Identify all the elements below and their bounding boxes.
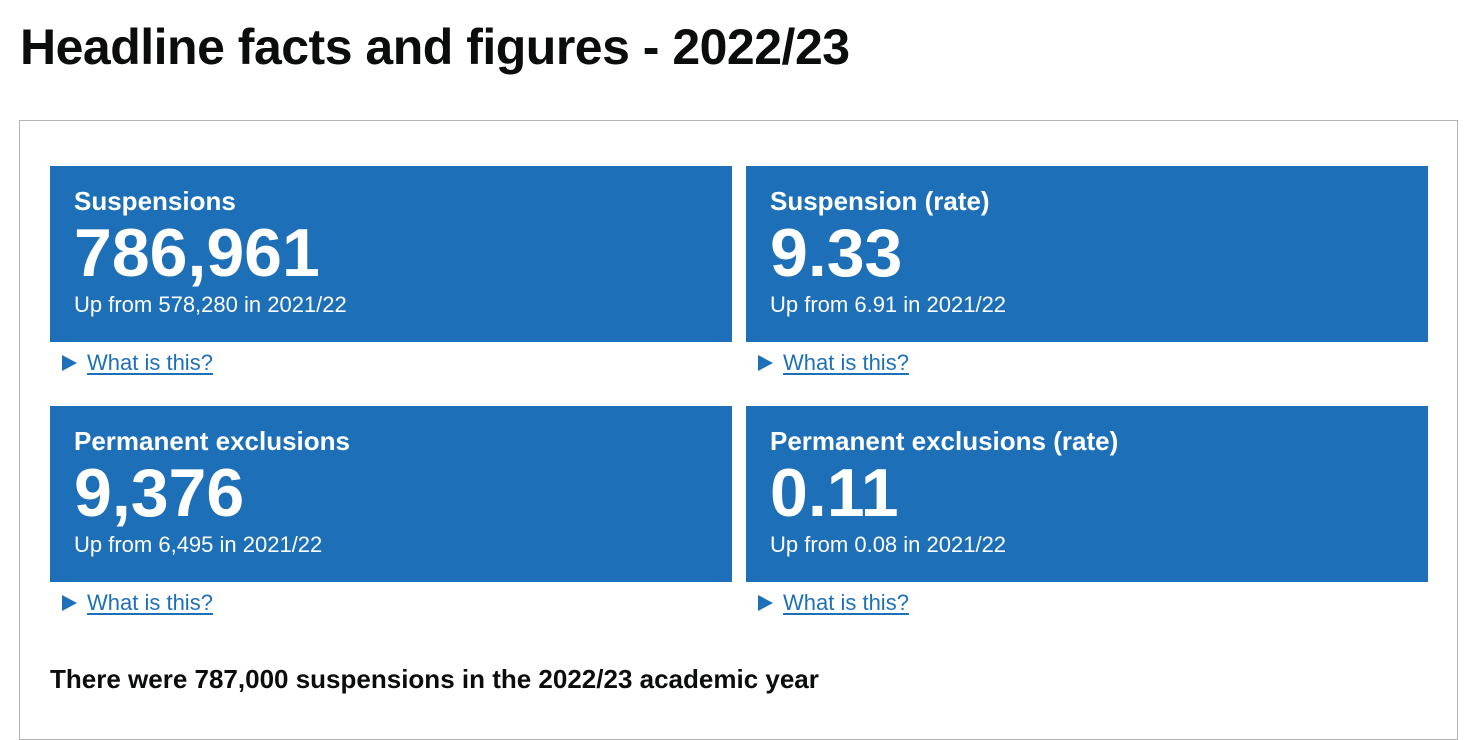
what-is-this-link[interactable]: What is this?: [783, 590, 909, 615]
triangle-right-icon: [758, 355, 773, 371]
key-stat-trend: Up from 6.91 in 2021/22: [770, 292, 1007, 317]
what-is-this-toggle-suspensions[interactable]: What is this?: [62, 348, 213, 378]
triangle-right-icon: [62, 595, 77, 611]
what-is-this-link[interactable]: What is this?: [87, 590, 213, 615]
triangle-right-icon: [758, 595, 773, 611]
key-stat-title: Suspension (rate): [770, 186, 990, 216]
key-stat-value: 0.11: [770, 455, 899, 531]
what-is-this-toggle-permanent-exclusions-rate[interactable]: What is this?: [758, 588, 909, 618]
key-stat-tile-permanent-exclusions: Permanent exclusions 9,376 Up from 6,495…: [50, 406, 732, 582]
key-stat-value: 9,376: [74, 455, 245, 531]
triangle-right-icon: [62, 355, 77, 371]
what-is-this-link[interactable]: What is this?: [783, 350, 909, 375]
page-title: Headline facts and figures - 2022/23: [20, 19, 850, 75]
what-is-this-link[interactable]: What is this?: [87, 350, 213, 375]
what-is-this-toggle-suspension-rate[interactable]: What is this?: [758, 348, 909, 378]
key-stat-tile-suspensions: Suspensions 786,961 Up from 578,280 in 2…: [50, 166, 732, 342]
key-stat-trend: Up from 6,495 in 2021/22: [74, 532, 323, 557]
key-stat-title: Suspensions: [74, 186, 236, 216]
key-stat-title: Permanent exclusions (rate): [770, 426, 1119, 456]
key-stat-value: 786,961: [74, 215, 320, 291]
key-stat-value: 9.33: [770, 215, 903, 291]
what-is-this-toggle-permanent-exclusions[interactable]: What is this?: [62, 588, 213, 618]
key-stat-trend: Up from 0.08 in 2021/22: [770, 532, 1007, 557]
key-stat-trend: Up from 578,280 in 2021/22: [74, 292, 347, 317]
key-stat-tile-permanent-exclusions-rate: Permanent exclusions (rate) 0.11 Up from…: [746, 406, 1428, 582]
summary-heading: There were 787,000 suspensions in the 20…: [50, 664, 819, 694]
key-stat-title: Permanent exclusions: [74, 426, 350, 456]
key-stat-tile-suspension-rate: Suspension (rate) 9.33 Up from 6.91 in 2…: [746, 166, 1428, 342]
